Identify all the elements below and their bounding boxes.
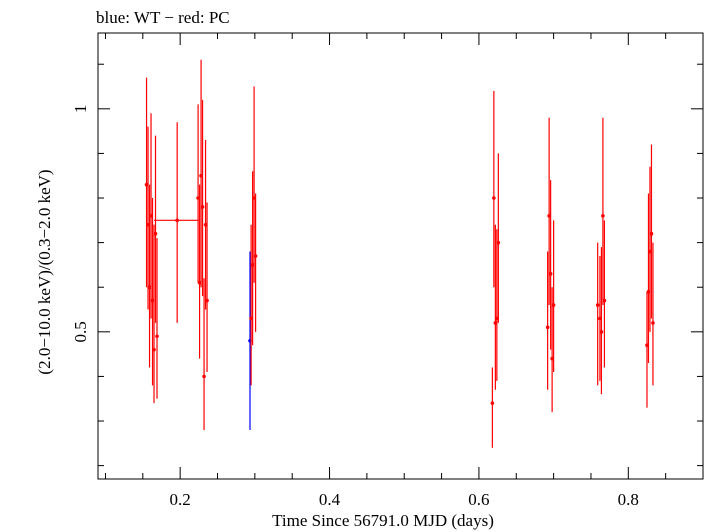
series-pc <box>144 59 655 448</box>
data-point <box>175 218 179 223</box>
data-point <box>599 330 604 334</box>
data-points <box>144 59 655 448</box>
y-axis-label: (2.0−10.0 keV)/(0.3−2.0 keV) <box>35 169 54 374</box>
data-point <box>253 254 258 258</box>
data-point <box>649 231 654 236</box>
data-point <box>202 374 206 379</box>
data-point <box>548 272 553 276</box>
data-point <box>601 214 605 218</box>
x-tick-label: 0.8 <box>618 490 639 509</box>
data-point <box>496 240 501 245</box>
data-point <box>551 303 556 307</box>
chart-title: blue: WT − red: PC <box>96 8 230 27</box>
data-point <box>602 298 607 303</box>
data-point <box>205 298 209 303</box>
data-point <box>155 334 159 339</box>
data-point <box>153 231 158 236</box>
data-point <box>595 303 600 307</box>
data-point <box>651 321 655 325</box>
data-point <box>492 196 496 200</box>
axis-tick-labels: 0.2 0.4 0.6 0.8 0.5 1 <box>71 105 639 509</box>
y-tick-label: 0.5 <box>71 321 90 342</box>
data-point <box>152 347 156 352</box>
x-tick-label: 0.6 <box>468 490 489 509</box>
data-point <box>490 401 495 405</box>
x-tick-label: 0.4 <box>319 490 341 509</box>
data-point <box>200 205 205 209</box>
plot-frame <box>97 32 704 480</box>
y-tick-label: 1 <box>71 105 90 114</box>
axis-ticks <box>98 33 704 479</box>
data-point <box>545 325 550 330</box>
x-tick-label: 0.2 <box>170 490 191 509</box>
x-axis-label: Time Since 56791.0 MJD (days) <box>272 511 494 530</box>
